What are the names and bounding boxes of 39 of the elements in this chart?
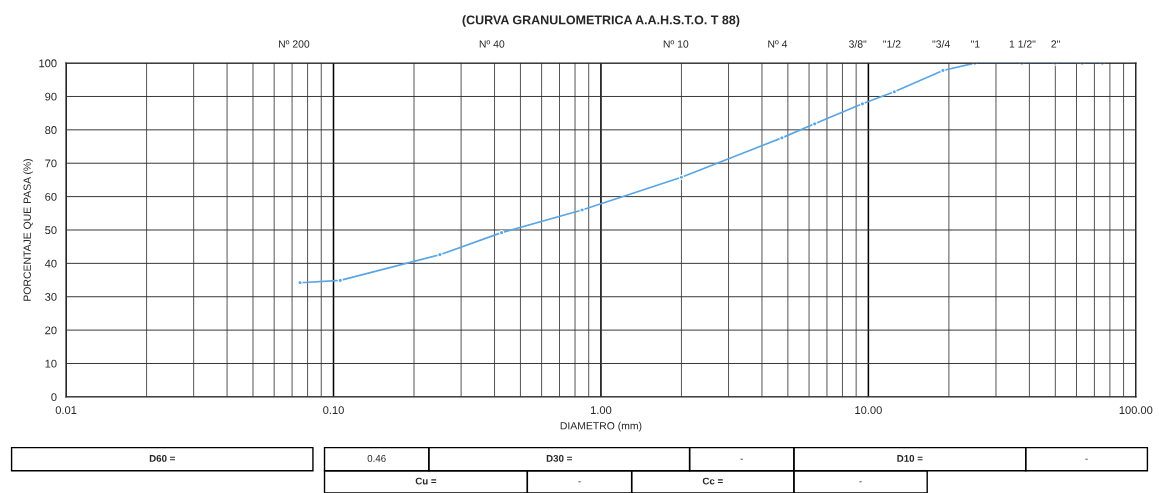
y-axis-title: PORCENTAJE QUE PASA (%)	[23, 159, 33, 301]
y-tick-label: 30	[45, 293, 57, 301]
x-tick-label: 1.00	[590, 406, 612, 415]
text: Cc =	[702, 477, 723, 485]
y-tick-label: 0	[51, 393, 57, 401]
text: Nº 10	[663, 40, 689, 48]
x-tick-label: 10.00	[855, 406, 882, 415]
text: 0.46	[367, 454, 386, 462]
text: -	[740, 458, 743, 460]
x-tick-label: 0.10	[323, 406, 344, 415]
y-tick-label: 90	[45, 92, 57, 101]
y-tick-label: 50	[45, 226, 57, 235]
y-tick-label: 20	[45, 326, 57, 335]
text: D10 =	[897, 454, 923, 462]
y-tick-label: 60	[45, 192, 57, 201]
text: D60 =	[149, 454, 175, 462]
y-tick-label: 40	[44, 259, 57, 268]
text: 2"	[1051, 40, 1060, 48]
chart-title: (CURVA GRANULOMETRICA A.A.H.S.T.O. T 88)	[462, 15, 740, 27]
x-tick-label: 100.00	[1119, 406, 1153, 415]
text: Cu =	[415, 477, 437, 485]
text: "1/2	[883, 40, 901, 48]
text: Nº 200	[278, 40, 310, 48]
y-tick-label: 100	[39, 59, 57, 68]
y-tick-label: 80	[45, 126, 57, 134]
text: "1	[971, 40, 980, 48]
text: -	[1085, 458, 1088, 460]
text: 3/8"	[848, 40, 867, 48]
text: "3/4	[932, 40, 950, 48]
text: 1 1/2"	[1009, 40, 1036, 48]
x-tick-label: 0.01	[55, 406, 77, 415]
text: -	[859, 481, 862, 483]
text: -	[578, 481, 581, 483]
text: D30 =	[546, 454, 572, 462]
y-tick-label: 70	[45, 159, 57, 168]
text: Nº 4	[768, 40, 788, 48]
x-axis-title: DIAMETRO (mm)	[560, 421, 642, 432]
text: Nº 40	[479, 40, 505, 48]
y-tick-label: 10	[45, 359, 57, 368]
